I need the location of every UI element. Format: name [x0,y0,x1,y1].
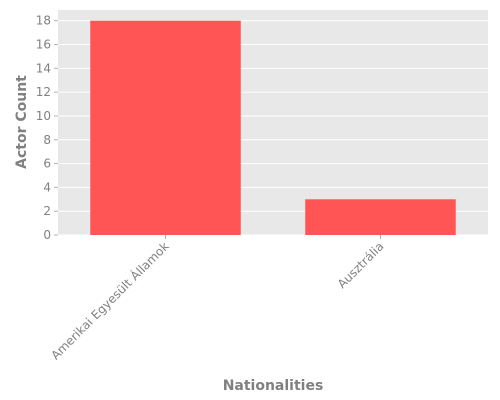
y-tick-label: 18 [36,14,51,28]
y-tick-label: 16 [36,38,51,52]
y-tick-label: 0 [43,228,51,242]
x-tick-label: Amerikai Egyesült Államok [48,238,172,362]
bars [90,20,456,236]
x-tick-label: Ausztrália [335,239,387,291]
y-tick-label: 8 [43,133,51,147]
y-tick-label: 14 [36,61,51,75]
y-axis-title: Actor Count [14,75,30,169]
bar [90,20,241,236]
bar [305,199,456,235]
y-tick-label: 4 [43,180,51,194]
y-tick-label: 6 [43,157,51,171]
y-tick-label: 10 [36,109,51,123]
x-axis-title: Nationalities [223,378,324,394]
x-axis: Amerikai Egyesült Államok Ausztrália [48,235,387,363]
y-axis: 0 2 4 6 8 10 12 14 16 18 [36,14,58,242]
y-tick-label: 2 [43,204,51,218]
y-tick-label: 12 [36,85,51,99]
